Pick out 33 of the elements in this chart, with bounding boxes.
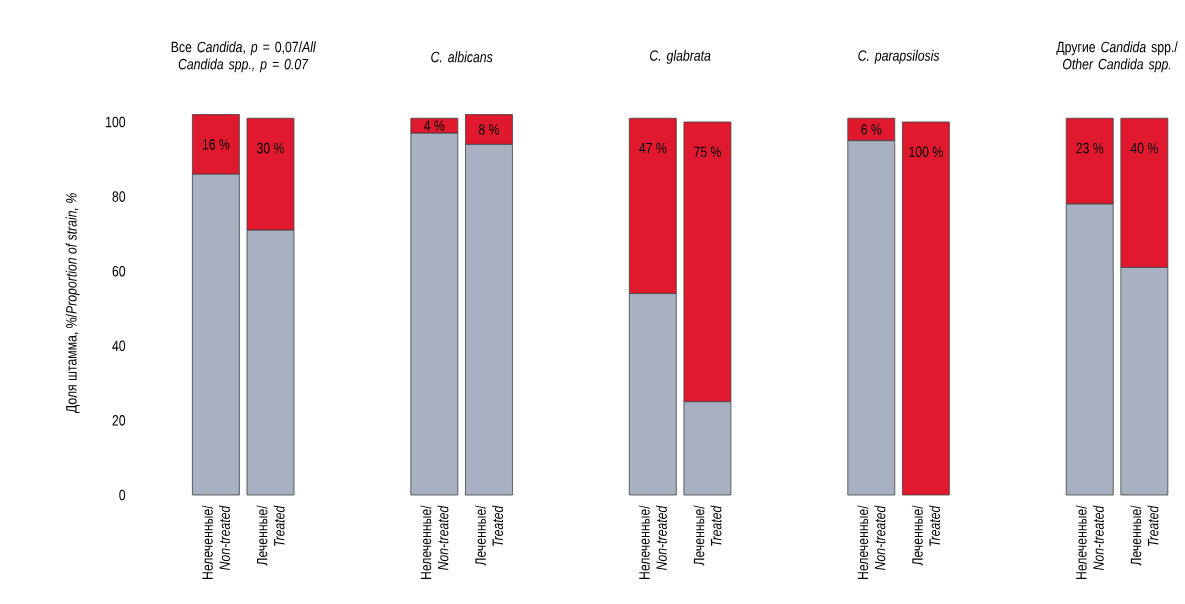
- x-tick-label: Нелеченные/ Non-treated: [201, 505, 230, 579]
- x-tick-label: Нелеченные/ Non-treated: [1075, 505, 1104, 579]
- y-tick-label: 40: [112, 340, 126, 352]
- y-tick-label: 80: [112, 191, 126, 202]
- x-tick-label: Леченные/ Treated: [693, 505, 722, 566]
- y-tick-label: 60: [112, 265, 126, 277]
- data-label: 40 %: [1130, 142, 1158, 154]
- y-axis-title: Доля штамма, %/Proportion of strain, %: [65, 193, 80, 413]
- data-label: 16 %: [202, 139, 230, 150]
- text: C. parapsilosis: [858, 49, 940, 64]
- data-label: 47 %: [639, 142, 667, 154]
- data-label: 6 %: [861, 124, 882, 135]
- x-tick-label: Леченные/ Treated: [1130, 505, 1159, 566]
- data-label: 23 %: [1076, 142, 1104, 154]
- text: Другие Candida spp./ Other Candida spp.: [1056, 41, 1178, 73]
- x-tick-label: Леченные/ Treated: [474, 505, 504, 566]
- data-label: 4 %: [424, 120, 445, 131]
- x-tick-label: Нелеченные/ Non-treated: [420, 505, 449, 579]
- data-label: 8 %: [478, 124, 500, 135]
- data-label: 100 %: [909, 146, 943, 158]
- y-tick-label: 100: [106, 116, 126, 128]
- bar: [902, 121, 950, 496]
- text: C. glabrata: [650, 49, 711, 64]
- x-tick-label: Леченные/ Treated: [911, 505, 940, 566]
- text: C. albicans: [431, 51, 493, 63]
- x-tick-label: Нелеченные/ Non-treated: [857, 505, 886, 579]
- y-tick-label: 0: [119, 489, 126, 501]
- x-tick-label: Леченные/ Treated: [256, 505, 285, 566]
- text: Все Candida, p = 0,07/All Candida spp., p = 0.07: [171, 41, 316, 73]
- x-tick-label: Нелеченные/ Non-treated: [638, 505, 667, 579]
- y-tick-label: 20: [112, 415, 126, 426]
- data-label: 75 %: [694, 146, 721, 158]
- data-label: 30 %: [257, 142, 285, 154]
